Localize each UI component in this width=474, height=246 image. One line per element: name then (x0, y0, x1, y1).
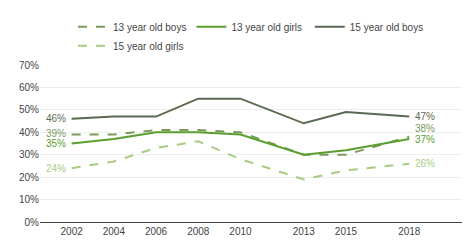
svg-text:40%: 40% (19, 127, 39, 138)
svg-text:20%: 20% (19, 172, 39, 183)
svg-text:2018: 2018 (398, 226, 421, 237)
svg-text:2002: 2002 (61, 226, 84, 237)
svg-text:38%: 38% (415, 123, 435, 134)
svg-text:39%: 39% (46, 128, 66, 139)
svg-text:2008: 2008 (187, 226, 210, 237)
svg-text:2015: 2015 (335, 226, 358, 237)
svg-text:13 year old boys: 13 year old boys (113, 22, 186, 33)
svg-text:24%: 24% (46, 163, 66, 174)
svg-text:46%: 46% (46, 113, 66, 124)
svg-text:15 year old girls: 15 year old girls (113, 41, 184, 52)
svg-text:47%: 47% (415, 111, 435, 122)
svg-text:60%: 60% (19, 82, 39, 93)
svg-text:50%: 50% (19, 104, 39, 115)
svg-text:10%: 10% (19, 194, 39, 205)
svg-text:13 year old girls: 13 year old girls (231, 22, 302, 33)
svg-text:70%: 70% (19, 60, 39, 71)
svg-text:35%: 35% (46, 138, 66, 149)
svg-text:2013: 2013 (293, 226, 316, 237)
svg-text:37%: 37% (415, 134, 435, 145)
svg-text:2004: 2004 (103, 226, 126, 237)
svg-text:0%: 0% (25, 217, 40, 228)
svg-text:30%: 30% (19, 149, 39, 160)
svg-text:15 year old boys: 15 year old boys (350, 22, 423, 33)
svg-text:2006: 2006 (145, 226, 168, 237)
svg-text:2010: 2010 (229, 226, 252, 237)
svg-text:26%: 26% (415, 158, 435, 169)
